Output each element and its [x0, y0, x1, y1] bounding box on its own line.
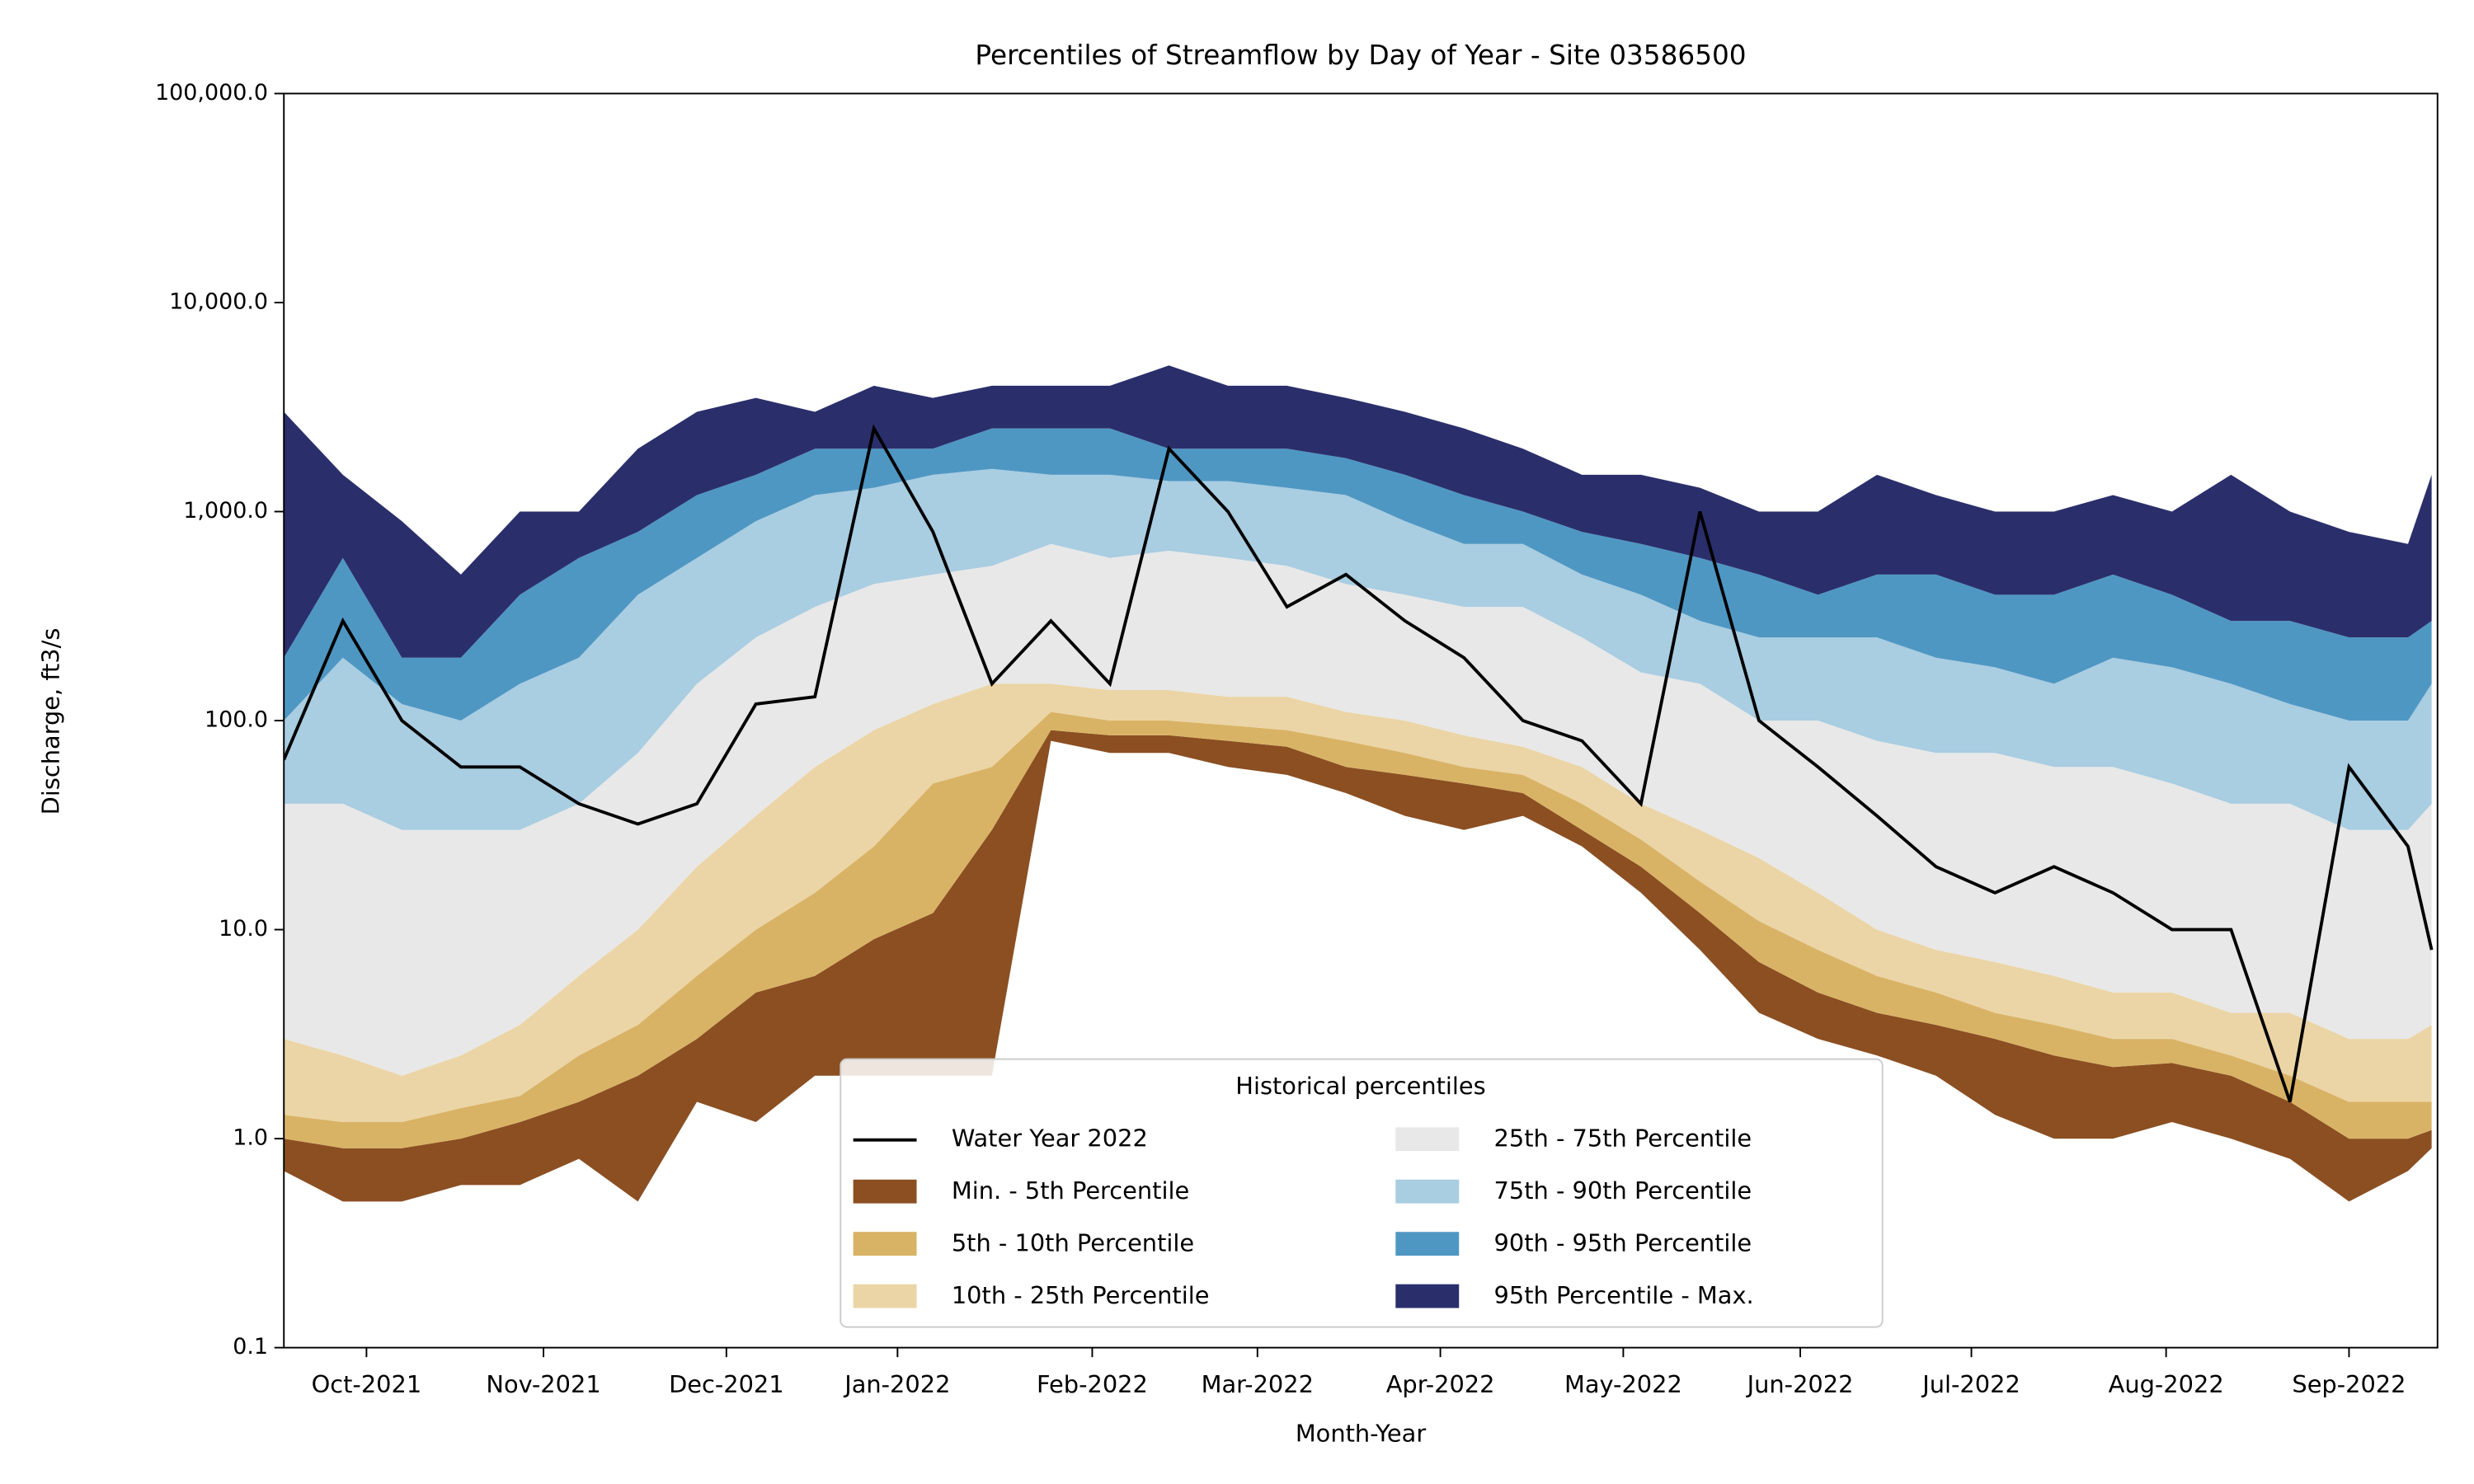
percentile-band	[284, 428, 2432, 721]
y-axis-label: Discharge, ft3/s	[36, 628, 64, 815]
x-tick-label: Aug-2022	[2109, 1370, 2224, 1398]
y-tick-label: 10.0	[219, 916, 268, 942]
y-tick-label: 0.1	[233, 1334, 268, 1360]
plot-area	[284, 365, 2434, 1202]
x-tick-label: May-2022	[1564, 1370, 1682, 1398]
x-tick-label: Jan-2022	[843, 1370, 950, 1398]
legend-label: 5th - 10th Percentile	[952, 1229, 1194, 1257]
percentile-band	[284, 365, 2432, 658]
y-tick-label: 10,000.0	[169, 289, 268, 314]
percentile-band	[284, 730, 2432, 1202]
legend-label: Water Year 2022	[952, 1125, 1148, 1153]
legend-swatch	[853, 1179, 917, 1204]
legend-swatch	[1395, 1179, 1460, 1204]
x-axis-label: Month-Year	[1296, 1419, 1427, 1447]
legend-label: 95th Percentile - Max.	[1494, 1281, 1754, 1309]
y-tick-label: 1.0	[233, 1125, 268, 1151]
x-tick-label: Apr-2022	[1386, 1370, 1495, 1398]
legend-label: 90th - 95th Percentile	[1494, 1229, 1752, 1257]
legend-swatch	[1395, 1284, 1460, 1308]
legend: Historical percentiles Water Year 2022 Min…	[840, 1058, 1884, 1328]
legend-label: Min. - 5th Percentile	[952, 1176, 1189, 1205]
legend-swatch	[1395, 1127, 1460, 1152]
x-tick-label: Sep-2022	[2292, 1370, 2406, 1398]
percentile-band	[284, 468, 2432, 830]
water-year-line	[284, 424, 2434, 1103]
percentile-band	[284, 711, 2432, 1148]
percentile-band	[284, 683, 2432, 1123]
legend-title: Historical percentiles	[1235, 1072, 1485, 1100]
y-tick-label: 100,000.0	[155, 80, 268, 106]
y-tick-label: 1,000.0	[183, 498, 268, 524]
legend-label: 75th - 90th Percentile	[1494, 1176, 1752, 1205]
x-tick-label: Oct-2021	[312, 1370, 422, 1398]
x-tick-label: Jun-2022	[1746, 1370, 1854, 1398]
x-tick-label: Dec-2021	[669, 1370, 784, 1398]
legend-swatch	[853, 1232, 917, 1256]
chart-title: Percentiles of Streamflow by Day of Year…	[975, 40, 1746, 71]
x-tick-label: Feb-2022	[1037, 1370, 1148, 1398]
x-tick-label: Nov-2021	[486, 1370, 600, 1398]
legend-frame	[840, 1058, 1884, 1328]
legend-label: 25th - 75th Percentile	[1494, 1125, 1752, 1153]
y-tick-label: 100.0	[205, 707, 268, 733]
x-tick-label: Mar-2022	[1202, 1370, 1314, 1398]
legend-label: 10th - 25th Percentile	[952, 1281, 1210, 1309]
x-tick-label: Jul-2022	[1921, 1370, 2020, 1398]
legend-swatch	[853, 1284, 917, 1308]
legend-swatch	[1395, 1232, 1460, 1256]
